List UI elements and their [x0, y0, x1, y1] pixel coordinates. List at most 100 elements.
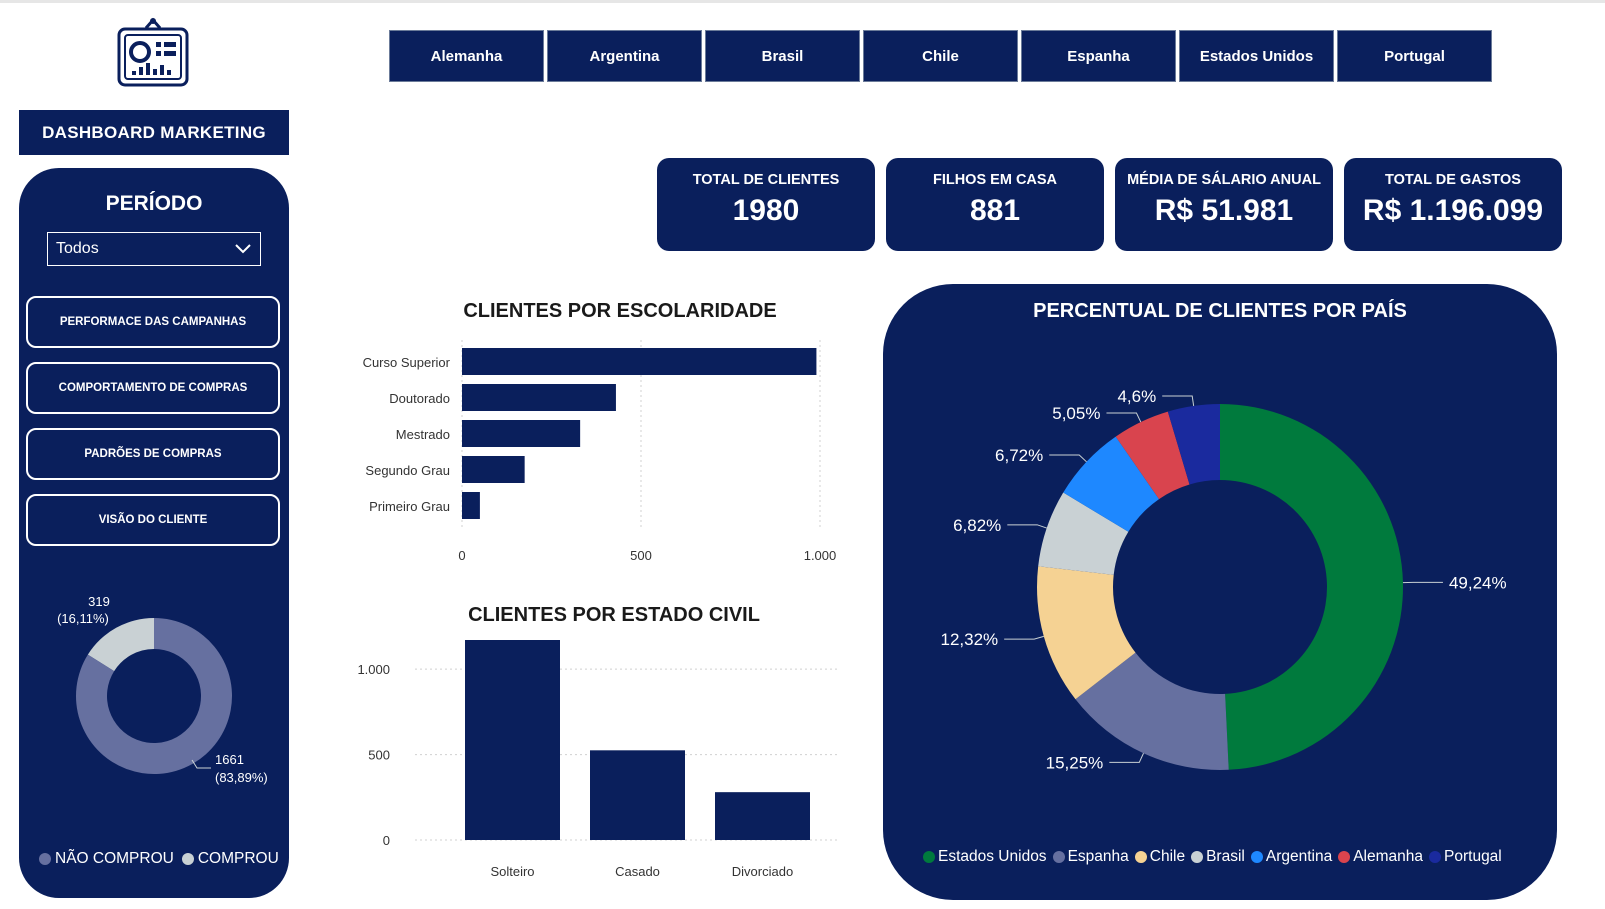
bar-mestrado[interactable]: [462, 420, 581, 447]
category-label: Solteiro: [490, 864, 534, 879]
purchase-slice-comprou[interactable]: [87, 618, 154, 672]
pie-slice-estados-unidos[interactable]: [1220, 404, 1403, 770]
purchase-donut-chart: 319 (16,11%) 1661 (83,89%): [57, 594, 268, 785]
periodo-label: PERÍODO: [105, 192, 203, 215]
legend-item-chile: Chile: [1134, 848, 1186, 866]
pie-slice-espanha[interactable]: [1075, 652, 1229, 770]
kpi-label: TOTAL DE GASTOS: [1385, 172, 1521, 188]
category-label: Curso Superior: [363, 355, 451, 370]
legend-item-nao-comprou: NÃO COMPROU: [39, 850, 174, 868]
legend-label-comprou: COMPROU: [197, 850, 279, 867]
tab-argentina[interactable]: Argentina: [547, 30, 702, 82]
x-tick-label: 1.000: [804, 548, 837, 563]
legend-label-nao-comprou: NÃO COMPROU: [55, 850, 174, 867]
pie-slice-brasil[interactable]: [1038, 492, 1129, 575]
nav-button-visao-cliente[interactable]: VISÃO DO CLIENTE: [26, 494, 280, 546]
escolaridade-bar-chart: 0 500 1.000 Curso Superior Doutorado Mestrado…: [363, 340, 837, 563]
pie-label-espanha: 15,25%: [1046, 753, 1104, 772]
pie-slice-chile[interactable]: [1037, 566, 1136, 700]
legend-dot-comprou: [181, 853, 194, 865]
estado-civil-chart-title: CLIENTES POR ESTADO CIVIL: [468, 604, 760, 626]
category-label: Mestrado: [396, 427, 450, 442]
pais-legend: Estados Unidos Espanha Chile Brasil Argentin…: [923, 848, 1523, 866]
pie-leader-line: [1007, 524, 1047, 529]
kpi-label: MÉDIA DE SÁLARIO ANUAL: [1127, 172, 1321, 188]
legend-dot-nao-comprou: [39, 853, 51, 865]
y-tick-label: 0: [383, 833, 390, 848]
kpi-filhos-em-casa: FILHOS EM CASA 881: [886, 158, 1104, 251]
kpi-value: 881: [969, 194, 1021, 227]
legend-label: Espanha: [1067, 848, 1129, 865]
nav-button-performance[interactable]: PERFORMACE DAS CAMPANHAS: [26, 296, 280, 348]
tab-espanha[interactable]: Espanha: [1021, 30, 1176, 82]
legend-item-comprou: COMPROU: [181, 850, 279, 868]
periodo-select[interactable]: Todos: [47, 232, 261, 266]
purchase-legend: NÃO COMPROU COMPROU: [39, 850, 279, 868]
legend-item-alemanha: Alemanha: [1338, 848, 1423, 866]
chevron-down-icon: [235, 244, 251, 254]
kpi-total-gastos: TOTAL DE GASTOS R$ 1.196.099: [1344, 158, 1562, 251]
tab-brasil[interactable]: Brasil: [705, 30, 860, 82]
legend-dot: [1250, 851, 1263, 863]
legend-label: Chile: [1149, 848, 1186, 865]
kpi-total-clientes: TOTAL DE CLIENTES 1980: [657, 158, 875, 251]
legend-item-estados-unidos: Estados Unidos: [923, 848, 1047, 866]
legend-label: Portugal: [1444, 848, 1502, 865]
pais-donut-chart: 49,24% 15,25% 12,32% 6,82% 6,72% 5,05% 4,6%: [940, 387, 1507, 772]
legend-dot: [1191, 851, 1204, 863]
kpi-label: FILHOS EM CASA: [932, 172, 1058, 188]
kpi-value: R$ 51.981: [1154, 194, 1294, 227]
purchase-slice-nao-comprou[interactable]: [75, 618, 232, 774]
bar-solteiro[interactable]: [465, 640, 560, 840]
escolaridade-chart-title: CLIENTES POR ESCOLARIDADE: [463, 300, 777, 322]
purchase-label-nao-comprou-pct: (83,89%): [215, 770, 268, 785]
pie-label-chile: 12,32%: [940, 630, 998, 649]
pie-label-estados-unidos: 49,24%: [1449, 573, 1507, 592]
pie-leader-line: [1109, 753, 1144, 763]
kpi-label: TOTAL DE CLIENTES: [692, 172, 840, 188]
bar-curso-superior[interactable]: [462, 348, 817, 375]
legend-label: Argentina: [1265, 848, 1333, 865]
tab-estados-unidos[interactable]: Estados Unidos: [1179, 30, 1334, 82]
tab-alemanha[interactable]: Alemanha: [389, 30, 544, 82]
category-label: Segundo Grau: [365, 463, 450, 478]
bar-segundo-grau[interactable]: [462, 456, 525, 483]
nav-button-padroes[interactable]: PADRÕES DE COMPRAS: [26, 428, 280, 480]
pie-label-brasil: 6,82%: [953, 516, 1001, 535]
pie-label-portugal: 4,6%: [1117, 387, 1156, 406]
nav-button-comportamento[interactable]: COMPORTAMENTO DE COMPRAS: [26, 362, 280, 414]
top-divider: [0, 0, 1605, 3]
kpi-media-salario: MÉDIA DE SÁLARIO ANUAL R$ 51.981: [1115, 158, 1333, 251]
pie-slice-portugal[interactable]: [1167, 404, 1220, 485]
legend-label: Alemanha: [1353, 848, 1424, 865]
category-label: Casado: [615, 864, 660, 879]
legend-dot: [1338, 851, 1351, 863]
pie-label-alemanha: 5,05%: [1052, 404, 1100, 423]
pie-slice-alemanha[interactable]: [1115, 411, 1190, 500]
pie-label-argentina: 6,72%: [995, 446, 1043, 465]
purchase-leader-comprou: [138, 622, 151, 627]
x-tick-label: 500: [630, 548, 652, 563]
pie-leader-line: [1162, 395, 1195, 406]
legend-item-espanha: Espanha: [1052, 848, 1129, 866]
bar-primeiro-grau[interactable]: [462, 492, 480, 519]
legend-dot: [1429, 851, 1442, 863]
purchase-label-nao-comprou-count: 1661: [215, 752, 244, 767]
pais-chart-panel: PERCENTUAL DE CLIENTES POR PAÍS 49,24% 15…: [883, 284, 1557, 900]
legend-dot: [1134, 851, 1147, 863]
pie-leader-line: [1049, 454, 1087, 463]
legend-label: Brasil: [1206, 848, 1245, 865]
country-filter-tabs: Alemanha Argentina Brasil Chile Espanha …: [389, 30, 1492, 82]
y-tick-label: 500: [368, 748, 390, 763]
tab-chile[interactable]: Chile: [863, 30, 1018, 82]
legend-dot: [1052, 851, 1065, 863]
category-label: Doutorado: [389, 391, 450, 406]
pie-leader-line: [1004, 635, 1044, 640]
bar-divorciado[interactable]: [715, 792, 810, 840]
x-tick-label: 0: [458, 548, 465, 563]
bar-casado[interactable]: [590, 750, 685, 840]
pie-slice-argentina[interactable]: [1063, 436, 1160, 532]
category-label: Divorciado: [732, 864, 793, 879]
tab-portugal[interactable]: Portugal: [1337, 30, 1492, 82]
bar-doutorado[interactable]: [462, 384, 616, 411]
